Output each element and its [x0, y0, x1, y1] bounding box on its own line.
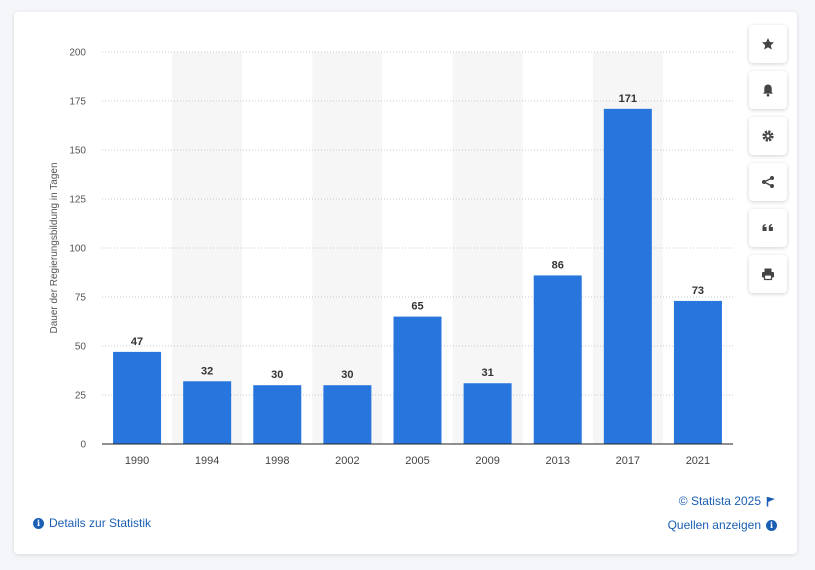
details-link[interactable]: i Details zur Statistik — [33, 516, 151, 530]
bar — [253, 385, 302, 444]
flag-icon — [766, 496, 775, 506]
data-label: 73 — [692, 285, 704, 297]
bar — [393, 316, 442, 444]
data-label: 47 — [131, 336, 143, 348]
bar — [463, 383, 512, 444]
x-tick-label: 2009 — [475, 455, 499, 467]
print-icon — [762, 268, 774, 281]
y-tick-label: 75 — [75, 293, 87, 304]
y-tick-label: 200 — [69, 48, 86, 59]
x-tick-label: 2021 — [686, 455, 710, 467]
share-button[interactable] — [749, 163, 787, 201]
x-tick-label: 2005 — [405, 455, 429, 467]
x-tick-label: 1998 — [265, 455, 289, 467]
x-tick-label: 2002 — [335, 455, 359, 467]
info-icon: i — [33, 517, 44, 529]
notification-button[interactable] — [749, 71, 787, 109]
data-label: 171 — [619, 93, 637, 105]
y-tick-label: 50 — [75, 342, 87, 353]
print-button[interactable] — [749, 255, 787, 293]
info-icon: i — [766, 519, 777, 531]
x-tick-label: 2017 — [616, 455, 640, 467]
data-label: 65 — [411, 301, 423, 313]
star-icon — [762, 38, 774, 50]
y-tick-label: 100 — [69, 244, 86, 255]
y-tick-label: 150 — [69, 146, 86, 157]
copyright: © Statista 2025 — [679, 494, 776, 508]
data-label: 30 — [271, 369, 283, 381]
bar — [603, 108, 652, 444]
x-tick-label: 2013 — [545, 455, 569, 467]
settings-button[interactable] — [749, 117, 787, 155]
bar — [113, 351, 162, 444]
y-axis-title: Dauer der Regierungsbildung in Tagen — [49, 162, 60, 333]
y-tick-label: 125 — [69, 195, 86, 206]
x-tick-label: 1990 — [125, 455, 149, 467]
y-tick-label: 25 — [75, 391, 87, 402]
bar — [533, 275, 582, 444]
data-label: 32 — [201, 365, 213, 377]
chart-card — [14, 12, 797, 554]
gear-icon — [762, 130, 774, 142]
bar — [673, 300, 722, 444]
share-icon — [762, 176, 774, 188]
data-label: 30 — [341, 369, 353, 381]
data-label: 86 — [552, 259, 564, 271]
y-tick-label: 0 — [80, 440, 86, 451]
details-label: Details zur Statistik — [49, 516, 152, 530]
x-tick-label: 1994 — [195, 455, 219, 467]
favorite-button[interactable] — [749, 25, 787, 63]
sources-link[interactable]: Quellen anzeigen i — [668, 518, 777, 532]
cite-button[interactable] — [749, 209, 787, 247]
bar — [183, 381, 232, 444]
copyright-text: © Statista 2025 — [678, 494, 761, 508]
y-tick-label: 175 — [69, 97, 86, 108]
data-label: 31 — [481, 367, 493, 379]
quote-icon — [762, 224, 773, 231]
bell-icon — [763, 84, 773, 97]
sources-label: Quellen anzeigen — [667, 518, 761, 532]
bar — [323, 385, 372, 444]
